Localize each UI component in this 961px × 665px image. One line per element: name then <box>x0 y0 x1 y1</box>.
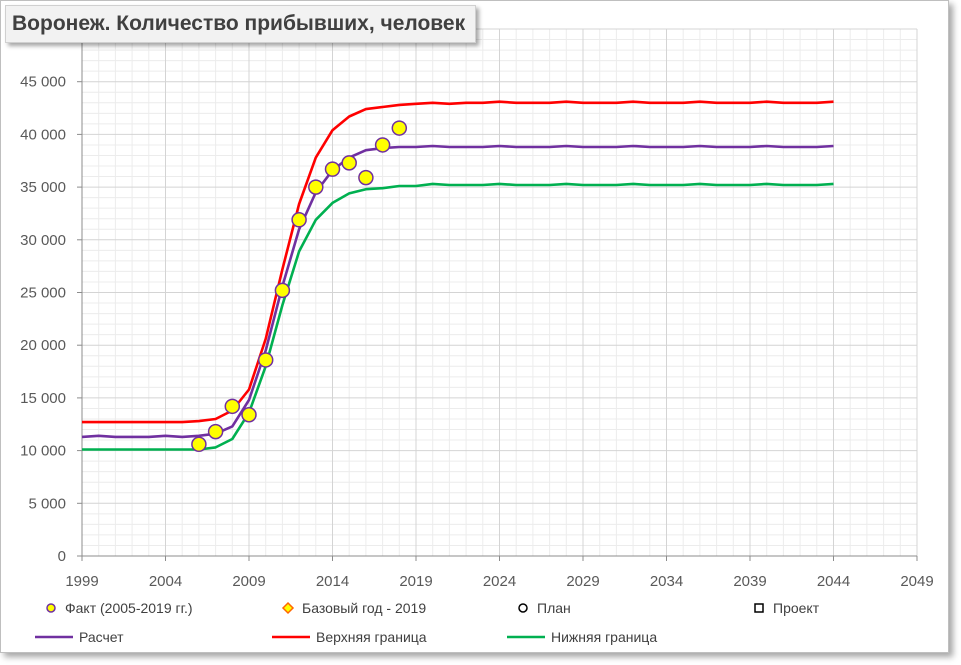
y-tick-label: 15 000 <box>20 390 66 407</box>
legend-label: Нижняя граница <box>551 629 657 645</box>
legend-label: Проект <box>773 600 820 616</box>
fact-data-point <box>341 155 357 171</box>
legend-label: Факт (2005-2019 гг.) <box>65 600 193 616</box>
legend-circle-marker <box>518 603 528 613</box>
x-tick-label: 2009 <box>232 573 265 590</box>
x-tick-label: 2004 <box>149 573 182 590</box>
fact-data-point <box>257 352 274 368</box>
legend-fact-marker <box>46 603 56 613</box>
legend-label: План <box>537 600 571 616</box>
series-line-6 <box>82 182 834 451</box>
legend-label: Расчет <box>79 629 124 645</box>
fact-data-point <box>374 137 391 153</box>
x-tick-label: 2049 <box>900 573 933 590</box>
y-tick-label: 40 000 <box>20 126 66 143</box>
series-line-5 <box>82 100 834 424</box>
chart-canvas: 0 5 000 10 000 15 000 20 000 25 000 30 000 35 0… <box>20 28 934 645</box>
x-tick-label: 1999 <box>65 573 98 590</box>
fact-data-point <box>291 212 307 228</box>
fact-data-point <box>191 436 207 453</box>
legend-label: Верхняя граница <box>316 629 427 645</box>
fact-data-point <box>224 398 241 415</box>
legend-diamond-marker <box>281 601 295 615</box>
y-tick-label: 5 000 <box>28 495 66 512</box>
fact-data-point <box>207 423 224 440</box>
fact-data-point <box>324 161 341 177</box>
x-tick-label: 2014 <box>316 573 349 590</box>
y-tick-label: 10 000 <box>20 443 66 460</box>
y-tick-label: 25 000 <box>20 285 66 302</box>
chart-title: Воронеж. Количество прибывших, человек <box>5 5 477 43</box>
y-tick-label: 30 000 <box>20 232 66 249</box>
x-tick-label: 2044 <box>817 573 850 590</box>
series-line-4 <box>81 144 834 439</box>
fact-data-point <box>391 120 408 136</box>
fact-data-point <box>274 282 291 299</box>
legend-square-marker <box>754 603 764 613</box>
y-tick-label: 45 000 <box>20 74 66 91</box>
fact-data-point <box>308 179 324 195</box>
fact-data-point <box>358 169 374 186</box>
x-tick-label: 2034 <box>650 573 683 590</box>
legend-label: Базовый год - 2019 <box>302 600 426 616</box>
fact-data-point <box>241 407 257 423</box>
chart-frame: 0 5 000 10 000 15 000 20 000 25 000 30 000 35 0… <box>0 0 949 653</box>
y-tick-label: 35 000 <box>20 179 66 196</box>
x-tick-label: 2024 <box>483 573 516 590</box>
x-tick-label: 2039 <box>733 573 766 590</box>
y-tick-label: 20 000 <box>20 337 66 354</box>
x-tick-label: 2029 <box>566 573 599 590</box>
y-tick-label: 0 <box>58 548 66 565</box>
x-tick-label: 2019 <box>399 573 432 590</box>
